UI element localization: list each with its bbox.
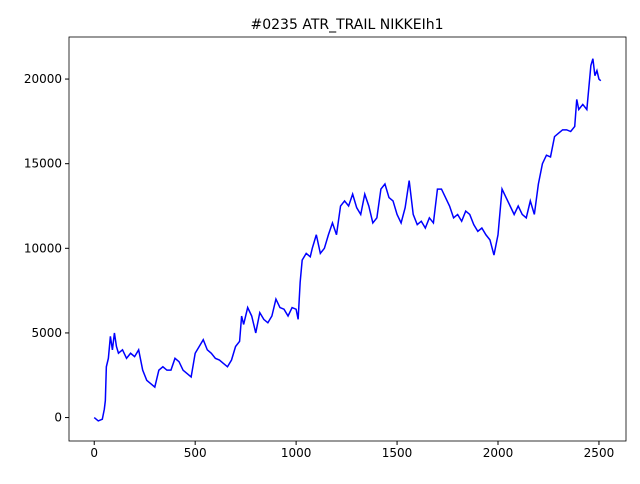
x-tick-label: 500: [184, 446, 207, 460]
x-tick-label: 2000: [483, 446, 514, 460]
line: [93, 58, 602, 422]
x-tick-label: 2500: [584, 446, 615, 460]
y-tick-label: 20000: [24, 72, 62, 86]
y-tick-label: 5000: [31, 326, 62, 340]
y-tick-label: 0: [54, 411, 62, 425]
x-tick-label: 1500: [382, 446, 413, 460]
y-tick-label: 15000: [24, 157, 62, 171]
y-tick-label: 10000: [24, 241, 62, 255]
chart-title: #0235 ATR_TRAIL NIKKEIh1: [251, 17, 444, 33]
plot-frame: [68, 36, 627, 442]
x-tick-label: 0: [90, 446, 98, 460]
x-tick-label: 1000: [281, 446, 312, 460]
